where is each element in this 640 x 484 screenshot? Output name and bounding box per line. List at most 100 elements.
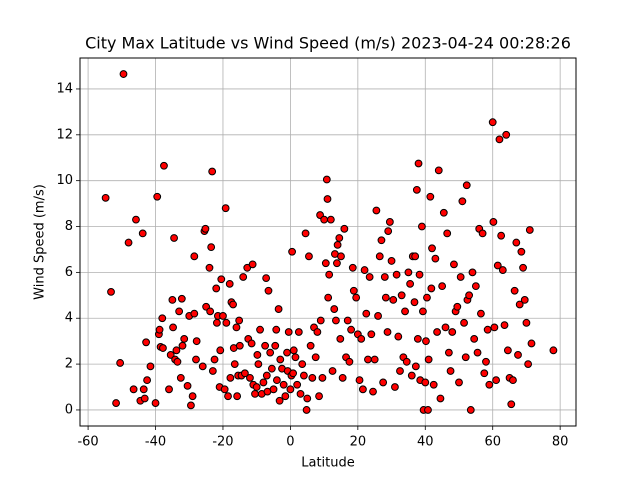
data-point <box>381 293 390 302</box>
data-point <box>326 215 335 224</box>
data-point <box>549 346 558 355</box>
data-point <box>308 373 317 382</box>
data-point <box>379 378 388 387</box>
data-point <box>441 323 450 332</box>
data-point <box>436 394 445 403</box>
data-point <box>216 346 225 355</box>
data-point <box>413 334 422 343</box>
data-point <box>367 330 376 339</box>
data-point <box>355 376 364 385</box>
data-point <box>428 244 436 253</box>
data-point <box>219 312 227 320</box>
data-point <box>489 218 498 226</box>
data-point <box>201 224 210 233</box>
data-point <box>165 385 173 394</box>
data-point <box>187 401 195 410</box>
data-point <box>212 284 221 293</box>
data-point <box>169 323 177 332</box>
data-point <box>220 385 229 394</box>
data-point <box>415 270 424 279</box>
data-point <box>298 360 307 368</box>
data-point <box>261 341 270 350</box>
data-point <box>294 328 303 336</box>
data-point <box>273 376 281 385</box>
data-point <box>142 338 150 347</box>
data-point <box>336 334 345 343</box>
data-point <box>170 234 178 242</box>
data-point <box>369 387 377 396</box>
data-point <box>343 316 352 325</box>
data-point <box>412 185 421 194</box>
data-point <box>370 355 379 364</box>
data-point <box>217 275 226 284</box>
data-point <box>357 334 366 343</box>
data-point <box>235 316 244 325</box>
x-tick-label: -20 <box>212 435 233 450</box>
data-point <box>372 206 381 215</box>
ticks: -60 -40 -20 0 20 40 60 80 0 2 4 6 8 10 12 14 <box>56 81 568 449</box>
data-point <box>466 406 475 414</box>
data-point <box>389 295 398 304</box>
data-point <box>138 229 147 238</box>
data-point <box>175 307 184 316</box>
data-point <box>423 293 431 302</box>
data-point <box>259 378 268 387</box>
data-point <box>291 353 300 362</box>
data-point <box>446 367 455 375</box>
data-point <box>251 390 259 398</box>
data-point <box>421 378 430 387</box>
data-point <box>387 257 396 265</box>
data-point <box>183 381 192 390</box>
data-point <box>333 240 342 249</box>
data-point <box>360 266 369 274</box>
x-tick-label: 0 <box>286 435 294 450</box>
data-point <box>311 353 320 362</box>
data-point <box>348 263 357 272</box>
data-point <box>229 300 237 309</box>
data-point <box>143 376 151 385</box>
data-point <box>424 406 432 414</box>
data-point <box>407 371 416 380</box>
data-point <box>515 300 524 309</box>
data-point <box>271 341 280 350</box>
data-point <box>180 334 189 343</box>
data-point <box>498 266 507 274</box>
data-point <box>166 351 175 359</box>
data-point <box>433 328 441 336</box>
data-point <box>347 325 355 334</box>
data-point <box>272 325 281 334</box>
data-point <box>519 263 527 272</box>
data-point <box>252 383 261 391</box>
data-point <box>332 316 340 325</box>
data-point <box>509 376 517 385</box>
data-point <box>246 373 254 382</box>
data-point <box>172 346 181 355</box>
data-point <box>380 273 389 281</box>
chart-title: City Max Latitude vs Wind Speed (m/s) 20… <box>85 34 571 53</box>
y-tick-label: 0 <box>65 402 73 417</box>
data-point <box>281 392 290 401</box>
data-point <box>328 367 337 375</box>
data-point <box>502 130 511 139</box>
data-point <box>471 282 480 291</box>
data-point <box>192 337 201 346</box>
data-point <box>205 263 214 272</box>
data-point <box>402 357 411 366</box>
data-point <box>422 337 430 346</box>
data-point <box>396 367 404 375</box>
data-point <box>338 373 347 382</box>
data-point <box>188 392 197 401</box>
data-point <box>455 378 463 387</box>
x-tick-label: 60 <box>484 435 501 450</box>
data-point <box>177 294 186 303</box>
data-point <box>269 385 278 394</box>
data-point <box>520 295 529 304</box>
data-point <box>266 348 275 357</box>
data-point <box>301 229 310 238</box>
x-tick-label: -40 <box>145 435 166 450</box>
data-point <box>160 161 168 170</box>
x-axis-label: Latitude <box>301 456 355 471</box>
data-point <box>101 193 110 202</box>
data-point <box>330 305 339 313</box>
